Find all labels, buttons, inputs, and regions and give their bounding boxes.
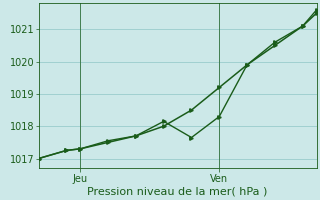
X-axis label: Pression niveau de la mer( hPa ): Pression niveau de la mer( hPa ) [87,187,268,197]
